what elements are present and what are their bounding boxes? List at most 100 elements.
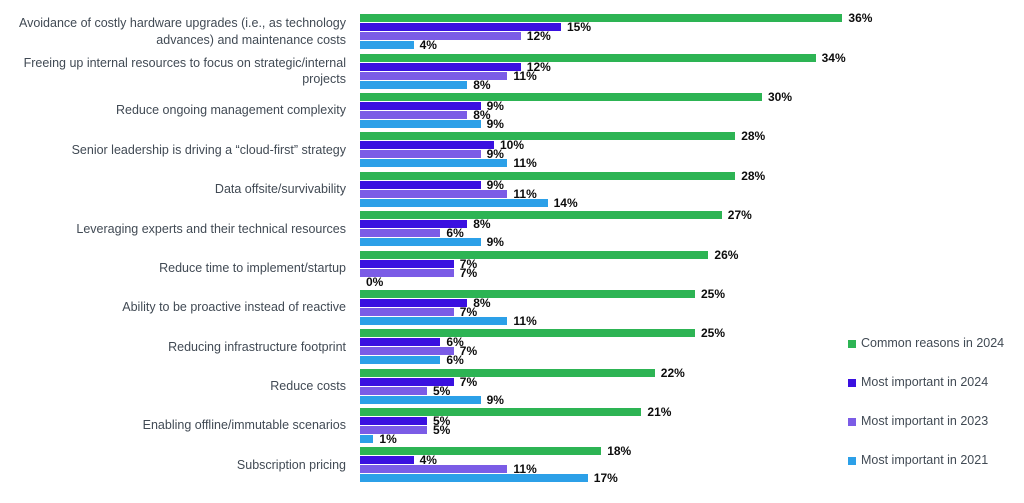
bar [360, 338, 441, 347]
bar [360, 132, 736, 141]
value-label: 7% [459, 374, 478, 389]
category-label: Freeing up internal resources to focus o… [23, 55, 346, 87]
bar-line: 6% [360, 226, 900, 241]
bar-group: 36% 15% 12% 4% [360, 11, 900, 53]
bar [360, 465, 508, 474]
value-label: 17% [593, 471, 618, 486]
chart-row: Reducing infrastructure footprint 25% 6% 7%… [0, 327, 900, 366]
value-label: 25% [701, 286, 726, 301]
bar [360, 435, 374, 444]
bar-line: 12% [360, 30, 900, 42]
value-label: 6% [446, 335, 464, 350]
legend-item: Common reasons in 2024 [848, 336, 1004, 351]
bar-line: 5% [360, 423, 900, 438]
bar [360, 356, 441, 365]
bar-group: 30% 9% 8% 9% [360, 89, 900, 130]
bar [360, 101, 481, 110]
bar [360, 447, 602, 456]
legend-label: Most important in 2023 [861, 414, 989, 428]
bar [360, 41, 414, 50]
bar-group: 34% 12% 11% 8% [360, 50, 900, 91]
value-label: 15% [567, 20, 592, 35]
bar-line: 15% [360, 20, 900, 35]
bar-line: 8% [360, 107, 900, 122]
bar-line: 27% [360, 209, 900, 221]
bar [360, 426, 427, 435]
chart-legend: Common reasons in 2024 Most important in … [848, 336, 1004, 468]
bar-line: 9% [360, 98, 900, 113]
value-label: 5% [433, 423, 451, 438]
bar-line: 25% [360, 326, 900, 341]
value-label: 5% [433, 383, 451, 398]
bar [360, 347, 454, 356]
bar [360, 395, 481, 404]
value-label: 22% [660, 365, 685, 380]
value-label: 9% [486, 98, 504, 113]
bar-line: 8% [360, 217, 900, 232]
bar-line: 4% [360, 454, 900, 466]
bar-line: 34% [360, 50, 900, 65]
bar [360, 159, 508, 168]
category-label: Reduce ongoing management complexity [116, 103, 346, 118]
bar-line: 21% [360, 406, 900, 418]
chart-row: Avoidance of costly hardware upgrades (i… [0, 12, 900, 51]
value-label: 12% [526, 59, 551, 74]
value-label: 28% [741, 129, 766, 144]
bar-line: 1% [360, 433, 900, 445]
bar [360, 229, 441, 238]
bar-line: 28% [360, 168, 900, 183]
value-label: 6% [446, 226, 464, 241]
bar [360, 189, 508, 198]
legend-swatch-icon [848, 456, 856, 465]
bar-line: 25% [360, 286, 900, 301]
chart-row: Ability to be proactive instead of react… [0, 288, 900, 327]
value-label: 11% [513, 186, 537, 201]
value-label: 28% [741, 168, 766, 183]
bar-line: 11% [360, 463, 900, 475]
bar-line: 7% [360, 265, 900, 280]
legend-item: Most important in 2024 [848, 375, 1004, 390]
value-label: 8% [473, 107, 491, 122]
value-label: 7% [459, 256, 478, 271]
bar-group: 28% 10% 9% 11% [360, 129, 900, 169]
bar [360, 298, 468, 307]
value-label: 34% [821, 50, 846, 65]
value-label: 9% [486, 392, 504, 407]
value-label: 14% [553, 195, 578, 210]
bar [360, 307, 454, 316]
value-label: 4% [419, 38, 437, 53]
bar [360, 110, 468, 119]
value-label: 8% [473, 217, 491, 232]
bar [360, 417, 427, 426]
value-label: 7% [459, 265, 478, 280]
bar-line: 8% [360, 79, 900, 91]
chart-row: Senior leadership is driving a “cloud-fi… [0, 130, 900, 169]
bar-group: 25% 6% 7% 6% [360, 326, 900, 366]
chart-row: Reduce ongoing management complexity 30% 9… [0, 91, 900, 130]
value-label: 9% [486, 177, 504, 192]
bar [360, 456, 414, 465]
bar-line: 6% [360, 354, 900, 366]
value-label: 7% [459, 304, 478, 319]
value-label: 11% [513, 68, 537, 83]
bar-line: 18% [360, 445, 900, 457]
bar-line: 36% [360, 11, 900, 26]
category-label: Leveraging experts and their technical r… [76, 221, 346, 236]
value-label: 36% [848, 11, 873, 26]
bar [360, 268, 454, 277]
value-label: 25% [701, 326, 726, 341]
bar [360, 316, 508, 325]
bar-group: 22% 7% 5% 9% [360, 365, 900, 407]
bar-group: 21% 5% 5% 1% [360, 406, 900, 445]
bar [360, 171, 736, 180]
chart-row: Data offsite/survivability 28% 9% 11% 14% [0, 170, 900, 209]
bar [360, 238, 481, 247]
bar [360, 80, 468, 89]
bar [360, 180, 481, 189]
bar [360, 53, 816, 62]
bar-line: 9% [360, 392, 900, 407]
bar-line: 0% [360, 276, 900, 288]
value-label: 30% [768, 89, 793, 104]
legend-label: Most important in 2021 [861, 453, 989, 467]
